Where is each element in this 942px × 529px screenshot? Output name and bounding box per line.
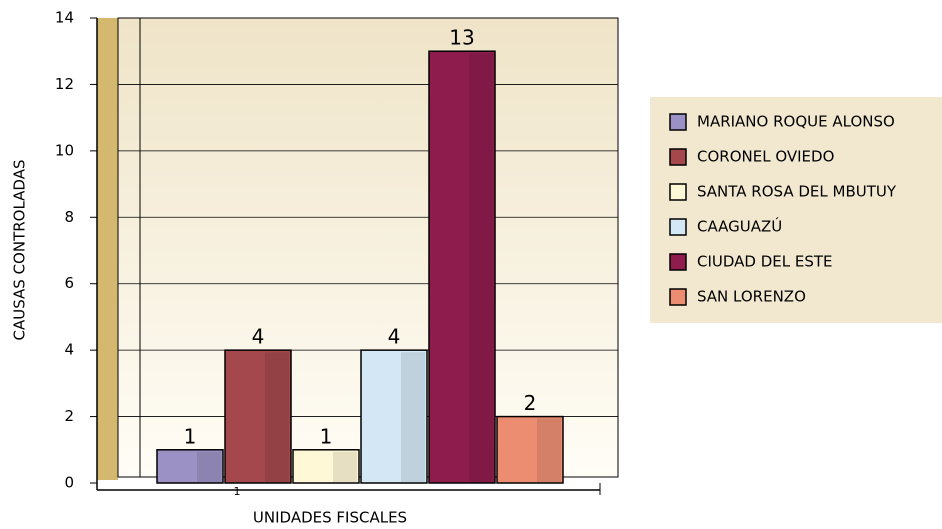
data-label: 4 <box>388 325 401 349</box>
side-wall <box>97 18 118 480</box>
y-tick-label: 2 <box>64 407 74 425</box>
data-label: 4 <box>252 325 265 349</box>
bar-shade <box>333 451 357 482</box>
legend-swatch <box>669 113 687 131</box>
legend-swatch <box>669 253 687 271</box>
bar-shade <box>469 53 493 482</box>
data-label: 1 <box>320 424 333 448</box>
legend-label: MARIANO ROQUE ALONSO <box>697 113 895 131</box>
y-tick-label: 12 <box>55 75 74 93</box>
legend-label: SANTA ROSA DEL MBUTUY <box>697 183 897 201</box>
bar-shade <box>197 451 221 482</box>
bar-shade <box>265 352 289 482</box>
y-tick-label: 10 <box>55 141 74 159</box>
x-axis-label: UNIDADES FISCALES <box>253 509 407 527</box>
y-tick-label: 14 <box>55 9 74 27</box>
legend-label: CORONEL OVIEDO <box>697 148 834 166</box>
bar-shade <box>401 352 425 482</box>
y-tick-label: 6 <box>64 274 74 292</box>
x-tick-label: 1 <box>234 485 241 498</box>
legend-swatch <box>669 288 687 306</box>
legend-label: SAN LORENZO <box>697 288 806 306</box>
data-label: 2 <box>524 391 537 415</box>
legend-label: CIUDAD DEL ESTE <box>697 253 833 271</box>
y-tick-label: 0 <box>64 474 74 492</box>
y-tick-label: 4 <box>64 341 74 359</box>
y-axis-label: CAUSAS CONTROLADAS <box>11 160 29 341</box>
bar-shade <box>537 418 561 482</box>
data-label: 1 <box>184 424 197 448</box>
data-label: 13 <box>449 26 474 50</box>
y-tick-label: 8 <box>64 208 74 226</box>
legend-swatch <box>669 183 687 201</box>
legend-swatch <box>669 218 687 236</box>
legend-swatch <box>669 148 687 166</box>
legend <box>650 97 942 323</box>
legend-label: CAAGUAZÚ <box>697 217 782 236</box>
